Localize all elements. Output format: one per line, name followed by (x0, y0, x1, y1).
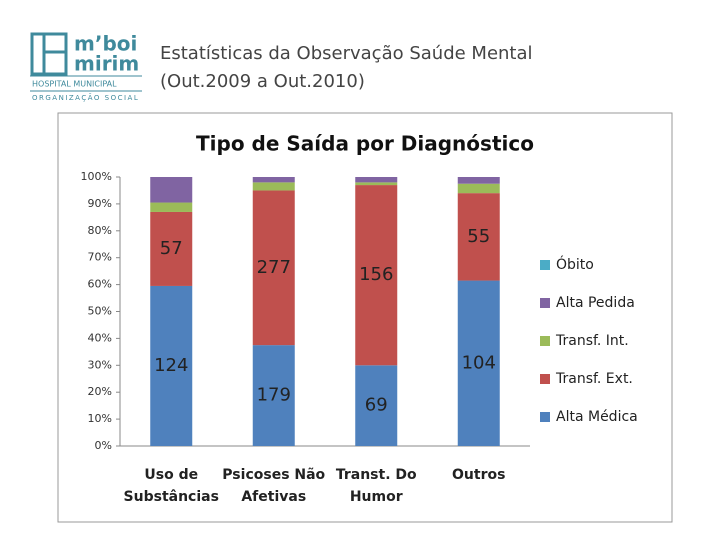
chart-title: Tipo de Saída por Diagnóstico (196, 132, 534, 156)
legend-label: Alta Pedida (556, 295, 635, 311)
legend-swatch (540, 412, 550, 422)
legend-label: Óbito (556, 255, 594, 273)
y-tick-label: 20% (88, 385, 112, 398)
data-label: 104 (462, 352, 496, 373)
slide-title: (Out.2009 a Out.2010) (160, 71, 365, 92)
slide-title: Estatísticas da Observação Saúde Mental (160, 43, 533, 64)
bar-segment (355, 185, 398, 366)
y-tick-label: 80% (88, 224, 112, 237)
legend-swatch (540, 336, 550, 346)
data-label: 277 (257, 257, 291, 278)
bar-segment (355, 177, 398, 183)
y-tick-label: 90% (88, 197, 112, 210)
data-label: 57 (160, 238, 183, 259)
legend-swatch (540, 298, 550, 308)
legend-label: Transf. Int. (555, 333, 629, 349)
bar-segment (457, 177, 500, 184)
bar-segment (457, 280, 500, 446)
y-tick-label: 70% (88, 251, 112, 264)
y-tick-label: 0% (95, 439, 112, 452)
logo: m’boi mirim HOSPITAL MUNICIPAL ORGANIZAÇ… (30, 32, 142, 102)
logo-text: mirim (74, 52, 139, 76)
y-tick-label: 40% (88, 331, 112, 344)
legend-swatch (540, 374, 550, 384)
x-tick-label: Outros (452, 467, 505, 483)
bar-segment (252, 177, 295, 183)
legend-label: Transf. Ext. (555, 371, 633, 387)
bar-segment (252, 190, 295, 346)
logo-text: ORGANIZAÇÃO SOCIAL (32, 93, 139, 102)
y-tick-label: 30% (88, 358, 112, 371)
data-label: 124 (154, 355, 188, 376)
y-tick-label: 10% (88, 412, 112, 425)
y-tick-label: 60% (88, 278, 112, 291)
data-label: 55 (467, 226, 490, 247)
logo-text: m’boi (74, 32, 137, 56)
bar-segment (252, 345, 295, 446)
bar-segment (150, 211, 193, 286)
legend-swatch (540, 260, 550, 270)
data-label: 179 (257, 385, 291, 406)
data-label: 156 (359, 264, 393, 285)
bar-segment (355, 365, 398, 446)
x-tick-label: Psicoses Não Afetivas (222, 467, 325, 505)
bar-segment (457, 183, 500, 194)
x-tick-label: Transt. Do Humor (336, 467, 417, 505)
legend-label: Alta Médica (556, 409, 638, 425)
bar-segment (150, 202, 193, 212)
data-label: 69 (365, 395, 388, 416)
y-tick-label: 50% (88, 305, 112, 318)
logo-text: HOSPITAL MUNICIPAL (32, 80, 117, 89)
x-tick-label: Uso de Substâncias (124, 467, 219, 505)
logo-icon (30, 32, 68, 76)
bar-segment (150, 177, 193, 203)
bar-segment (457, 193, 500, 281)
bar-segment (252, 182, 295, 191)
y-tick-label: 100% (81, 170, 112, 183)
bar-segment (150, 285, 193, 446)
bar-segment (355, 182, 398, 186)
